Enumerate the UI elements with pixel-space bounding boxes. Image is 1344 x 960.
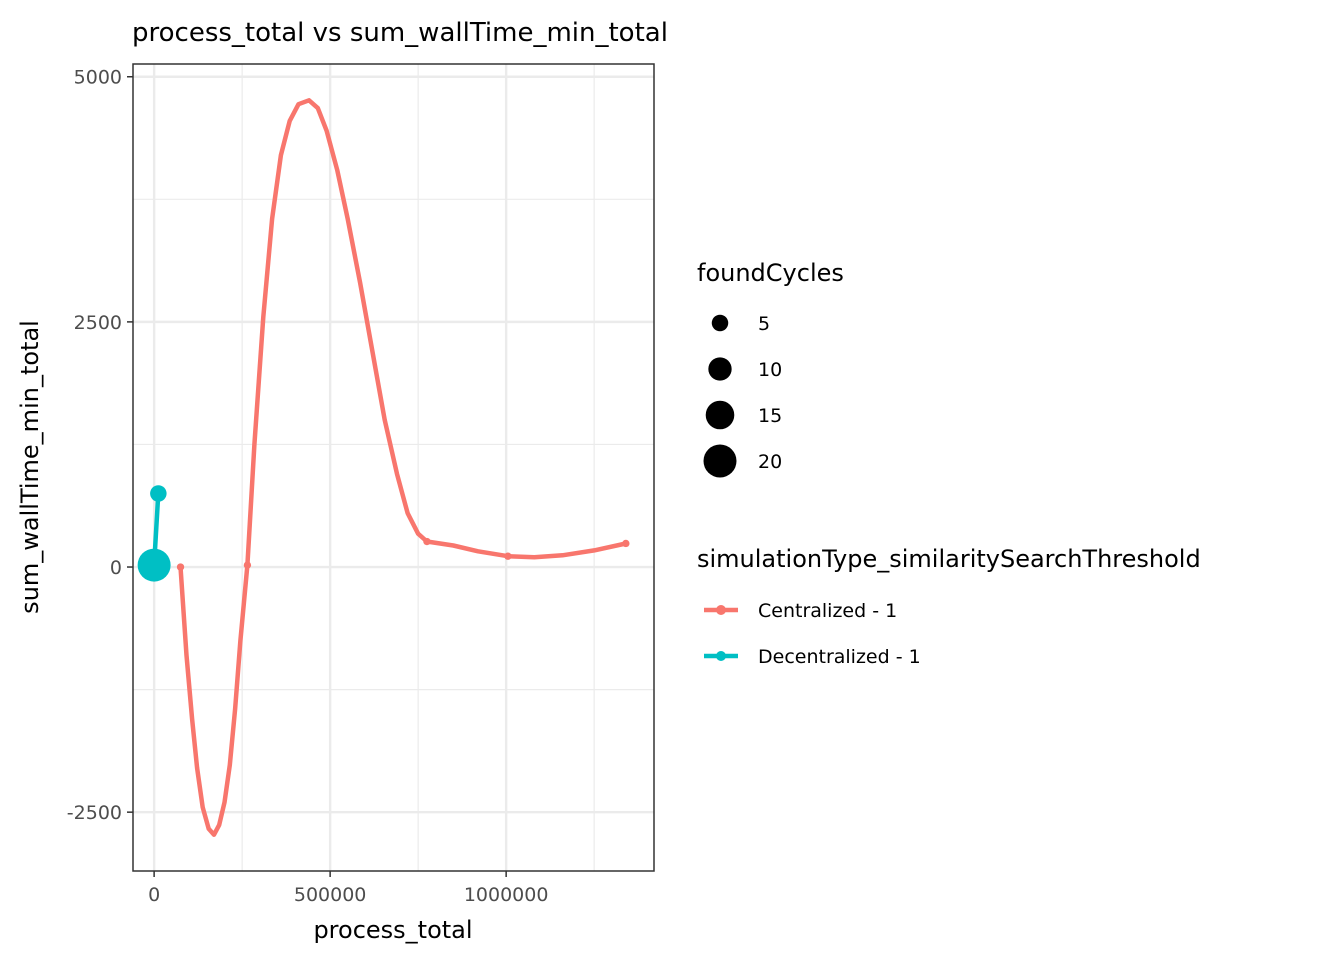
data-point: [504, 552, 512, 560]
size-legend-symbol: [711, 314, 729, 332]
data-point: [423, 537, 431, 546]
x-tick-label: 0: [148, 884, 160, 906]
size-legend-symbol: [708, 357, 732, 381]
minor-grid: [133, 64, 654, 871]
size-legend-symbol: [703, 444, 737, 478]
major-grid: [133, 64, 654, 871]
y-tick-label: -2500: [67, 802, 122, 824]
size-legend-symbol: [705, 400, 735, 430]
x-axis: 0 500000 1000000: [148, 871, 548, 906]
data-point: [243, 561, 252, 569]
x-tick-label: 500000: [294, 884, 367, 906]
size-legend-label: 20: [758, 451, 782, 473]
data-point: [622, 539, 630, 548]
y-tick-label: 0: [110, 557, 122, 579]
plot-border: [132, 63, 655, 872]
color-legend-point: [716, 605, 726, 615]
color-legend-label: Centralized - 1: [758, 600, 897, 622]
series-layer: [137, 98, 630, 837]
y-tick-label: 2500: [74, 312, 122, 334]
y-tick-label: 5000: [74, 67, 122, 89]
color-legend-title: simulationType_similaritySearchThreshold: [697, 545, 1201, 573]
data-point: [176, 563, 185, 571]
x-axis-label: process_total: [313, 916, 472, 944]
data-point: [137, 548, 171, 582]
y-axis: -2500 0 2500 5000: [67, 67, 133, 824]
chart-title: process_total vs sum_wallTime_min_total: [132, 18, 668, 48]
color-legend: simulationType_similaritySearchThreshold…: [697, 545, 1201, 668]
data-point: [150, 485, 167, 502]
size-legend-keys: 5 10 15 20: [703, 313, 782, 478]
size-legend: foundCycles 5 10 15 20: [697, 259, 844, 478]
size-legend-label: 5: [758, 313, 770, 335]
color-legend-label: Decentralized - 1: [758, 646, 921, 668]
series-line: [178, 98, 629, 837]
size-legend-title: foundCycles: [697, 259, 844, 287]
color-legend-point: [716, 651, 726, 661]
size-legend-label: 10: [758, 359, 782, 381]
size-legend-label: 15: [758, 405, 782, 427]
color-legend-keys: Centralized - 1 Decentralized - 1: [704, 600, 921, 668]
y-axis-label: sum_wallTime_min_total: [16, 320, 44, 614]
x-tick-label: 1000000: [464, 884, 549, 906]
